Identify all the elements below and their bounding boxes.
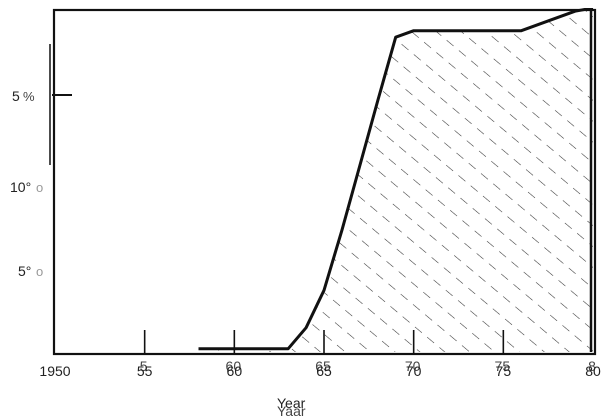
x-tick-label-overlay-55: 5 bbox=[140, 358, 148, 374]
series-line bbox=[198, 8, 594, 351]
area-layer bbox=[198, 8, 594, 352]
hatched-area bbox=[198, 8, 593, 352]
y-label-upper-suffix: % bbox=[23, 89, 35, 104]
y-label-lower-suffix: o bbox=[36, 264, 43, 279]
x-tick-label-60: 60 bbox=[227, 363, 243, 379]
x-tick-label-overlay-80: 8 bbox=[588, 358, 596, 374]
y-label-upper: 5 bbox=[12, 88, 20, 104]
x-tick-label-75: 75 bbox=[496, 363, 512, 379]
x-tick-label-55: 55 bbox=[137, 363, 153, 379]
x-tick-label-overlay-60: 60 bbox=[226, 358, 242, 374]
x-axis-title: Year bbox=[277, 395, 306, 411]
x-tick-label-overlay-70: 70 bbox=[405, 358, 421, 374]
x-tick-label-70: 70 bbox=[406, 363, 422, 379]
x-tick-label-overlay-75: 75 bbox=[495, 358, 511, 374]
y-label-middle-suffix: o bbox=[36, 180, 43, 195]
y-label-middle: 10° bbox=[10, 179, 31, 195]
x-tick-label-65: 65 bbox=[316, 363, 332, 379]
x-tick-label-overlay-65: 65 bbox=[315, 358, 331, 374]
x-axis-title-ghost: Yaar bbox=[277, 403, 306, 419]
x-tick-label-1950: 1950 bbox=[39, 363, 70, 379]
x-tick-marks bbox=[143, 330, 505, 354]
y-label-lower: 5° bbox=[18, 263, 31, 279]
x-tick-label-80: 80 bbox=[585, 363, 601, 379]
